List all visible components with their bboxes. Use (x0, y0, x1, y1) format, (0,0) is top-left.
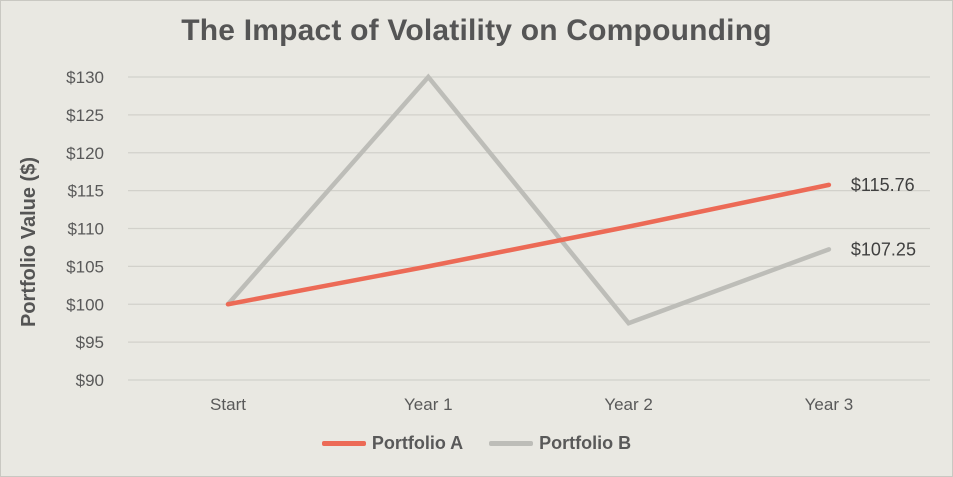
y-tick-label: $105 (66, 257, 104, 276)
legend-item-portfolio-b: Portfolio B (489, 433, 631, 454)
chart-title: The Impact of Volatility on Compounding (181, 14, 772, 47)
legend-label: Portfolio B (539, 433, 632, 453)
y-tick-label: $110 (67, 220, 104, 239)
y-tick-label: $90 (76, 371, 104, 390)
x-axis-ticks: Start Year 1 Year 2 Year 3 (210, 395, 853, 414)
legend: Portfolio A Portfolio B (0, 433, 953, 454)
y-tick-label: $130 (66, 68, 104, 87)
data-labels: $107.25 $115.76 (851, 175, 916, 259)
legend-label: Portfolio A (371, 433, 464, 453)
series-line-portfolio-a (225, 182, 832, 307)
legend-item-portfolio-a: Portfolio A (321, 433, 464, 454)
gridlines (128, 76, 930, 381)
y-axis-title: Portfolio Value ($) (18, 157, 40, 327)
legend-swatch (489, 441, 534, 446)
legend-swatch (321, 441, 366, 446)
x-tick-label: Start (210, 395, 246, 414)
x-tick-label: Year 1 (404, 395, 453, 414)
y-axis-ticks: $90 $95 $100 $105 $110 $115 $120 $125 $130 (66, 68, 104, 390)
x-tick-label: Year 2 (604, 395, 653, 414)
y-tick-label: $120 (66, 144, 104, 163)
y-tick-label: $95 (76, 333, 104, 352)
series-lines (225, 73, 832, 326)
x-tick-label: Year 3 (805, 395, 854, 414)
series-line-portfolio-b (225, 73, 832, 326)
y-tick-label: $125 (66, 106, 104, 125)
y-tick-label: $115 (67, 182, 104, 201)
y-tick-label: $100 (66, 295, 104, 314)
data-label-portfolio-a: $115.76 (851, 175, 915, 195)
data-label-portfolio-b: $107.25 (851, 239, 916, 259)
